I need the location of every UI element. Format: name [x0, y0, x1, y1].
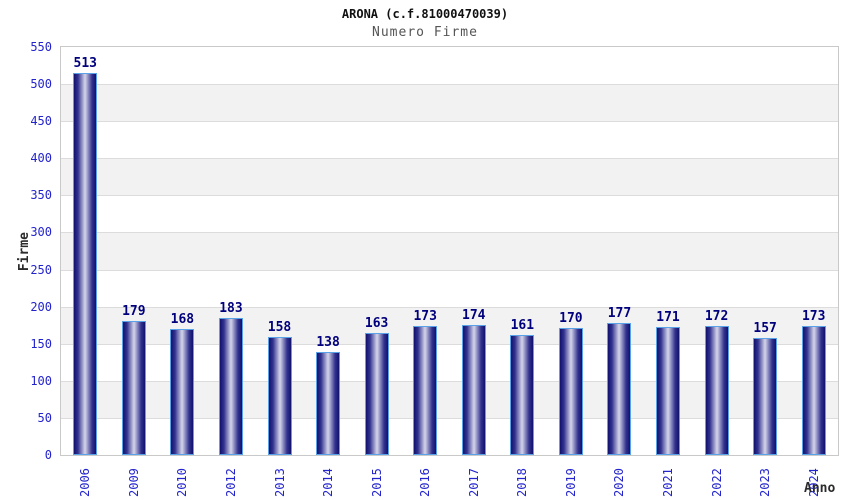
- bar-value-label: 138: [316, 335, 340, 350]
- y-tick-label: 250: [30, 262, 52, 277]
- gridline: [61, 195, 838, 197]
- x-axis-title: Anno: [804, 481, 836, 496]
- x-tick-label: 2021: [661, 468, 676, 497]
- bar-2020: [607, 323, 632, 455]
- y-tick-label: 450: [30, 114, 52, 129]
- bar-value-label: 179: [122, 304, 146, 319]
- bar-2010: [170, 329, 195, 455]
- plot-area: [60, 46, 839, 456]
- plot-band: [61, 158, 838, 196]
- y-tick-label: 50: [37, 410, 52, 425]
- bar-2024: [801, 326, 826, 455]
- y-tick-label: 100: [30, 373, 52, 388]
- bar-value-label: 173: [801, 309, 826, 324]
- gridline: [61, 380, 838, 382]
- y-tick-label: 150: [30, 336, 52, 351]
- y-tick-label: 400: [30, 151, 52, 166]
- bar-2016: [413, 326, 438, 455]
- gridline: [61, 417, 838, 419]
- x-tick-label: 2020: [612, 468, 627, 497]
- x-tick-label: 2006: [78, 468, 93, 497]
- bar-2017: [461, 325, 486, 455]
- bar-value-label: 183: [219, 301, 243, 316]
- gridline: [61, 306, 838, 308]
- bar-value-label: 173: [413, 309, 437, 324]
- y-tick-label: 0: [44, 448, 52, 462]
- bar-value-label: 170: [559, 311, 583, 326]
- chart-subtitle: Numero Firme: [372, 25, 478, 40]
- plot-band: [61, 84, 838, 122]
- x-tick-label: 2022: [709, 468, 724, 497]
- bar-2006: [73, 73, 98, 455]
- bar-value-label: 168: [170, 312, 195, 327]
- gridline: [61, 121, 838, 123]
- bar-value-label: 177: [607, 306, 632, 321]
- x-tick-label: 2023: [758, 468, 773, 497]
- gridline: [61, 269, 838, 271]
- y-tick-label: 550: [30, 40, 52, 54]
- x-tick-label: 2012: [223, 468, 238, 497]
- bar-value-label: 171: [656, 310, 680, 325]
- y-tick-label: 350: [30, 188, 52, 203]
- gridline: [61, 343, 838, 345]
- y-tick-label: 300: [30, 225, 52, 240]
- x-tick-label: 2015: [369, 468, 384, 497]
- bar-2012: [218, 318, 243, 455]
- x-tick-label: 2017: [466, 468, 481, 497]
- bar-value-label: 158: [267, 320, 292, 335]
- bar-2019: [558, 328, 583, 455]
- bar-2015: [364, 333, 389, 455]
- y-tick-label: 200: [30, 299, 52, 314]
- bar-2023: [753, 338, 778, 455]
- bar-2009: [121, 321, 146, 455]
- bar-value-label: 172: [704, 309, 729, 324]
- x-tick-label: 2018: [515, 468, 530, 497]
- bar-value-label: 161: [510, 318, 535, 333]
- x-tick-label: 2019: [563, 468, 578, 497]
- bar-value-label: 174: [462, 308, 486, 323]
- y-tick-label: 500: [30, 77, 52, 92]
- x-tick-label: 2016: [418, 468, 433, 497]
- plot-band: [61, 232, 838, 270]
- bar-value-label: 163: [364, 316, 389, 331]
- bar-2022: [704, 326, 729, 455]
- chart-title: ARONA (c.f.81000470039): [341, 7, 509, 21]
- x-tick-label: 2014: [321, 468, 336, 497]
- gridline: [61, 232, 838, 234]
- gridline: [61, 158, 838, 160]
- x-tick-label: 2010: [175, 468, 190, 497]
- bar-2021: [656, 327, 681, 455]
- bar-value-label: 157: [753, 321, 777, 336]
- x-tick-label: 2013: [272, 468, 287, 497]
- bar-2018: [510, 335, 535, 455]
- bar-2013: [267, 337, 292, 455]
- bar-2014: [316, 352, 341, 455]
- gridline: [61, 84, 838, 86]
- bar-value-label: 513: [73, 56, 98, 71]
- x-tick-label: 2009: [126, 468, 141, 497]
